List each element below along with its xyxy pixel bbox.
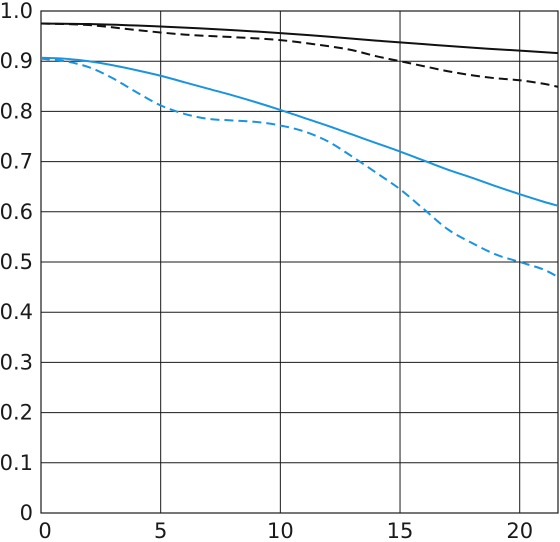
y-tick-label: 0.6 [0,200,33,224]
y-tick-label: 0.9 [0,49,33,73]
tick-labels: 0 0.1 0.2 0.3 0.4 0.5 0.6 0.7 0.8 0.9 1.0 0 5 10 15 20 [0,0,533,542]
y-tick-label: 0.5 [0,250,33,274]
y-tick-label: 0.4 [0,300,33,324]
y-tick-label: 1.0 [0,0,33,23]
x-tick-label: 15 [387,519,414,542]
series-black-dashed [40,22,559,88]
x-tick-label: 20 [506,519,533,542]
grid [40,10,559,514]
x-tick-label: 0 [38,519,51,542]
plot-frame [40,10,559,514]
series-group [40,22,559,278]
y-tick-label: 0.3 [0,350,33,374]
y-tick-label: 0.1 [0,451,33,475]
y-tick-label: 0.7 [0,150,33,174]
series-black-solid [40,22,559,55]
series-blue-solid [40,56,559,207]
series-blue-dashed [40,57,559,278]
x-tick-label: 5 [154,519,167,542]
y-tick-label: 0.2 [0,401,33,425]
y-tick-label: 0.8 [0,99,33,123]
y-tick-label: 0 [20,501,33,525]
x-tick-label: 10 [267,519,294,542]
